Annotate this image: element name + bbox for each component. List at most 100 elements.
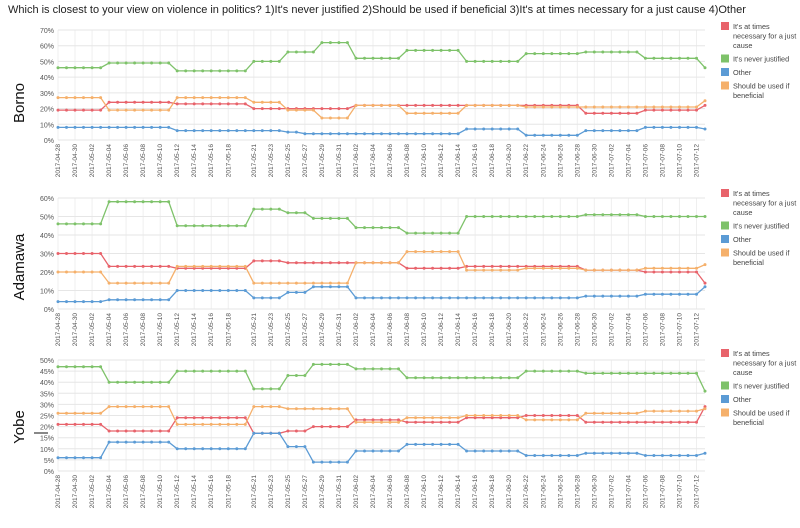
data-point [269,129,273,133]
data-point [252,207,256,211]
x-tick-label: 2017-05-21 [251,144,258,178]
data-point [235,96,239,100]
data-point [294,374,298,377]
data-point [601,451,605,455]
legend-label: Should be used if beneficial [733,409,790,428]
legend-swatch [721,349,729,357]
data-point [337,281,341,285]
data-point [516,268,520,272]
data-point [167,429,171,433]
series-necessary [56,405,707,435]
data-point [456,48,460,52]
data-point [201,369,205,373]
data-point [141,264,145,268]
x-tick-label: 2017-06-04 [370,144,377,178]
data-point [439,231,443,235]
data-point [541,454,545,457]
data-point [541,418,545,422]
data-point [635,129,639,133]
series-never [56,200,707,235]
data-point [328,281,332,285]
data-point [405,103,409,107]
x-tick-label: 2017-06-26 [557,144,564,178]
data-point [456,103,460,107]
data-point [448,442,452,446]
data-point [226,369,230,373]
data-point [678,409,681,413]
data-point [686,371,690,375]
data-point [311,281,315,285]
data-point [499,59,503,63]
data-point [524,296,528,300]
x-tick-label: 2017-05-31 [336,475,343,509]
x-tick-label: 2017-07-12 [693,475,700,509]
legend-label: Should be used if beneficial [733,82,790,101]
legend-item: Should be used if beneficial [721,408,790,428]
data-point [320,425,324,429]
data-point [124,298,128,302]
data-point [678,105,681,109]
data-point [431,296,435,300]
data-point [150,298,154,302]
data-point [397,420,400,424]
legend-label: It's at times necessary for a just cause [733,22,796,50]
data-point [133,405,137,409]
data-point [243,69,247,73]
data-point [660,292,664,296]
data-point [328,460,332,464]
legend-label: It's at times necessary for a just cause [733,189,796,217]
data-point [507,296,511,300]
x-tick-label: 2017-06-24 [540,313,547,347]
data-point [65,411,68,415]
data-point [56,365,60,369]
data-point [431,416,435,420]
data-point [260,387,264,391]
data-point [405,296,409,300]
x-tick-label: 2017-07-10 [676,144,683,178]
data-point [533,52,537,56]
data-point [99,411,103,415]
y-tick-label: 40% [40,380,54,387]
data-point [243,264,247,268]
data-point [550,418,554,422]
data-point [431,266,435,270]
data-point [124,125,128,129]
data-point [592,411,596,415]
data-point [116,100,120,104]
data-point [133,429,137,433]
data-point [414,48,418,52]
y-tick-label: 30% [40,402,54,409]
data-point [465,268,469,272]
data-point [405,376,409,380]
data-point [703,99,707,103]
data-point [252,296,256,300]
data-point [609,50,613,54]
data-point [82,270,85,274]
data-point [286,211,290,215]
data-point [107,200,111,204]
data-point [558,105,562,109]
x-tick-label: 2017-05-04 [106,313,113,347]
data-point [626,129,630,133]
data-point [626,371,630,375]
data-point [550,133,554,137]
data-point [405,250,409,254]
data-point [618,111,622,115]
y-tick-label: 20% [40,425,54,432]
data-point [201,129,205,133]
y-tick-label: 5% [44,458,54,465]
data-point [414,103,418,107]
data-point [235,102,239,106]
data-point [473,416,477,420]
data-point [499,127,503,131]
data-point [252,107,256,111]
data-point [337,425,341,429]
data-point [524,369,528,373]
data-point [90,270,94,274]
data-point [439,376,443,380]
data-point [490,215,494,218]
data-point [524,52,528,56]
legend-label: It's never justified [733,222,789,231]
data-point [473,103,477,107]
data-point [669,108,673,112]
